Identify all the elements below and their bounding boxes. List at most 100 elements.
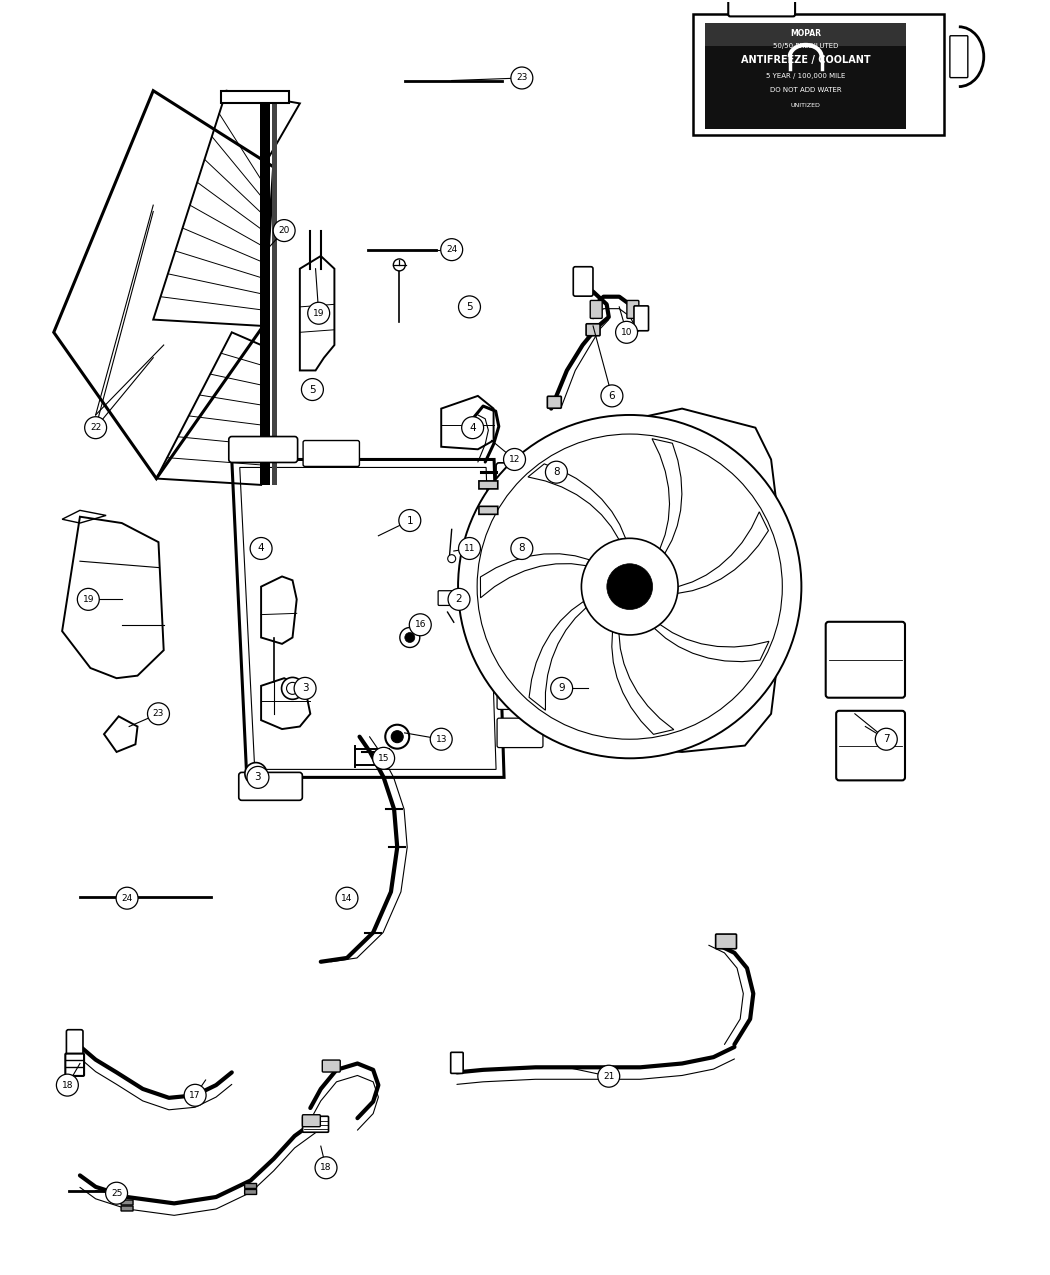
Text: 20: 20 xyxy=(278,226,290,235)
Text: 4: 4 xyxy=(469,423,476,432)
FancyBboxPatch shape xyxy=(66,1030,83,1057)
Text: 5 YEAR / 100,000 MILE: 5 YEAR / 100,000 MILE xyxy=(765,73,845,79)
Text: UNITIZED: UNITIZED xyxy=(791,103,821,108)
Circle shape xyxy=(245,762,267,784)
Circle shape xyxy=(315,1156,337,1179)
Text: 1: 1 xyxy=(406,515,413,525)
Circle shape xyxy=(117,887,138,909)
Text: 50/50 PREDILUTED: 50/50 PREDILUTED xyxy=(773,43,838,50)
Circle shape xyxy=(373,747,395,769)
FancyBboxPatch shape xyxy=(590,301,603,319)
Text: 18: 18 xyxy=(320,1163,332,1172)
FancyBboxPatch shape xyxy=(322,1060,340,1072)
Text: 2: 2 xyxy=(456,594,462,604)
FancyBboxPatch shape xyxy=(479,481,498,488)
FancyBboxPatch shape xyxy=(729,0,795,17)
Circle shape xyxy=(447,555,456,562)
Text: 15: 15 xyxy=(378,754,390,762)
Text: 10: 10 xyxy=(621,328,632,337)
FancyBboxPatch shape xyxy=(222,92,290,103)
FancyBboxPatch shape xyxy=(302,1114,320,1127)
Circle shape xyxy=(601,385,623,407)
FancyBboxPatch shape xyxy=(303,441,359,467)
Circle shape xyxy=(392,731,403,742)
Circle shape xyxy=(250,768,261,779)
Circle shape xyxy=(106,1182,127,1204)
Circle shape xyxy=(394,259,405,270)
Text: 24: 24 xyxy=(122,894,132,903)
FancyBboxPatch shape xyxy=(634,306,649,330)
Text: 16: 16 xyxy=(415,620,426,630)
FancyBboxPatch shape xyxy=(693,14,944,135)
Circle shape xyxy=(57,1074,79,1096)
Text: 7: 7 xyxy=(883,734,889,745)
Circle shape xyxy=(615,321,637,343)
FancyBboxPatch shape xyxy=(836,710,905,780)
Circle shape xyxy=(184,1084,206,1107)
Circle shape xyxy=(287,682,298,695)
Text: 5: 5 xyxy=(309,385,316,394)
Circle shape xyxy=(448,588,470,611)
Text: 24: 24 xyxy=(446,245,458,254)
Text: ANTIFREEZE / COOLANT: ANTIFREEZE / COOLANT xyxy=(741,55,870,65)
FancyBboxPatch shape xyxy=(450,1052,463,1074)
Circle shape xyxy=(250,538,272,560)
FancyBboxPatch shape xyxy=(497,604,543,634)
Text: 13: 13 xyxy=(436,734,447,743)
FancyBboxPatch shape xyxy=(825,622,905,697)
Circle shape xyxy=(545,462,567,483)
Circle shape xyxy=(336,887,358,909)
FancyBboxPatch shape xyxy=(121,1200,133,1205)
FancyBboxPatch shape xyxy=(950,36,968,78)
FancyBboxPatch shape xyxy=(260,91,270,484)
Text: 3: 3 xyxy=(255,773,261,783)
Circle shape xyxy=(273,219,295,241)
Text: 14: 14 xyxy=(341,894,353,903)
FancyBboxPatch shape xyxy=(716,935,736,949)
Circle shape xyxy=(399,510,421,532)
Circle shape xyxy=(582,538,678,635)
Circle shape xyxy=(385,724,410,748)
Circle shape xyxy=(147,703,169,724)
Text: 23: 23 xyxy=(517,74,527,83)
Text: 3: 3 xyxy=(301,683,309,694)
Text: 23: 23 xyxy=(153,709,164,718)
Circle shape xyxy=(410,613,432,636)
Circle shape xyxy=(85,417,107,439)
Circle shape xyxy=(400,627,420,648)
FancyBboxPatch shape xyxy=(586,324,600,335)
Text: 9: 9 xyxy=(559,683,565,694)
FancyBboxPatch shape xyxy=(272,91,276,484)
Text: 12: 12 xyxy=(509,455,520,464)
Circle shape xyxy=(607,564,653,609)
Text: 5: 5 xyxy=(466,302,472,312)
Circle shape xyxy=(597,1065,620,1088)
FancyBboxPatch shape xyxy=(547,397,562,408)
Text: 11: 11 xyxy=(464,544,476,553)
Text: 4: 4 xyxy=(258,543,265,553)
FancyBboxPatch shape xyxy=(497,680,543,709)
Circle shape xyxy=(504,449,525,470)
FancyBboxPatch shape xyxy=(706,23,906,46)
FancyBboxPatch shape xyxy=(438,590,457,606)
Circle shape xyxy=(294,677,316,699)
FancyBboxPatch shape xyxy=(238,773,302,801)
Circle shape xyxy=(301,379,323,400)
Circle shape xyxy=(462,417,484,439)
Text: 22: 22 xyxy=(90,423,101,432)
FancyBboxPatch shape xyxy=(496,463,549,552)
Text: 8: 8 xyxy=(519,543,525,553)
FancyBboxPatch shape xyxy=(65,1053,84,1076)
FancyBboxPatch shape xyxy=(245,1183,256,1188)
Circle shape xyxy=(441,238,463,260)
Circle shape xyxy=(550,677,572,699)
Circle shape xyxy=(430,728,453,750)
Circle shape xyxy=(78,588,100,611)
Text: 19: 19 xyxy=(313,309,324,317)
Circle shape xyxy=(247,766,269,788)
Circle shape xyxy=(477,434,782,740)
Circle shape xyxy=(876,728,898,750)
Circle shape xyxy=(405,632,415,643)
Circle shape xyxy=(511,68,532,89)
Text: 25: 25 xyxy=(111,1188,122,1197)
